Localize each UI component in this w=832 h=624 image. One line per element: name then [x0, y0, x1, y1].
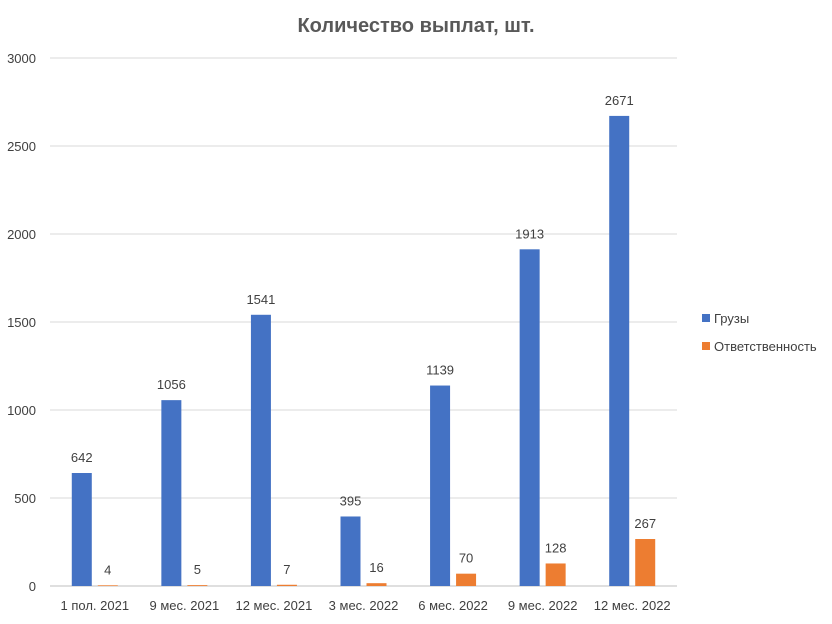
- bar-otvetstvennost: [635, 539, 656, 586]
- data-label: 7: [283, 562, 290, 577]
- bar-gruzy: [519, 249, 540, 586]
- legend-swatch: [702, 342, 710, 350]
- y-tick-label: 500: [14, 491, 36, 506]
- y-tick-label: 1500: [7, 315, 36, 330]
- x-tick-label: 6 мес. 2022: [418, 598, 488, 613]
- data-label: 16: [369, 560, 383, 575]
- bar-otvetstvennost: [545, 563, 566, 586]
- y-tick-label: 1000: [7, 403, 36, 418]
- y-tick-label: 2000: [7, 227, 36, 242]
- data-label: 128: [545, 540, 567, 555]
- data-labels: 642 4 1056 5 1541 7 395 16 1139 70 1913 128 2671 267: [71, 93, 656, 577]
- bar-otvetstvennost: [276, 584, 297, 586]
- x-tick-label: 9 мес. 2022: [508, 598, 578, 613]
- y-tick-label: 2500: [7, 139, 36, 154]
- bar-gruzy: [250, 314, 271, 586]
- bar-gruzy: [609, 115, 630, 587]
- x-tick-label: 12 мес. 2021: [235, 598, 312, 613]
- data-label: 395: [340, 493, 362, 508]
- bar-otvetstvennost: [97, 585, 118, 586]
- data-label: 5: [194, 562, 201, 577]
- data-label: 2671: [605, 93, 634, 108]
- x-axis: 1 пол. 2021 9 мес. 2021 12 мес. 2021 3 мес.…: [61, 598, 671, 613]
- bar-otvetstvennost: [187, 585, 208, 586]
- legend-swatch: [702, 314, 710, 322]
- y-axis: 0 500 1000 1500 2000 2500 3000: [7, 51, 36, 594]
- x-tick-label: 1 пол. 2021: [61, 598, 130, 613]
- x-tick-label: 9 мес. 2021: [150, 598, 220, 613]
- data-label: 1541: [246, 292, 275, 307]
- data-label: 1056: [157, 377, 186, 392]
- data-label: 642: [71, 450, 93, 465]
- bar-gruzy: [161, 400, 182, 586]
- bar-gruzy: [71, 473, 92, 586]
- data-label: 70: [459, 551, 473, 566]
- y-tick-label: 0: [29, 579, 36, 594]
- bar-otvetstvennost: [456, 573, 477, 586]
- legend-label: Ответственность: [714, 339, 817, 354]
- y-tick-label: 3000: [7, 51, 36, 66]
- data-label: 4: [104, 562, 111, 577]
- legend-label: Грузы: [714, 311, 749, 326]
- bars: [71, 115, 656, 587]
- data-label: 1913: [515, 226, 544, 241]
- x-tick-label: 12 мес. 2022: [594, 598, 671, 613]
- bar-otvetstvennost: [366, 583, 387, 586]
- gridlines: [50, 57, 677, 587]
- data-label: 267: [634, 516, 656, 531]
- x-tick-label: 3 мес. 2022: [329, 598, 399, 613]
- bar-gruzy: [430, 385, 451, 586]
- chart-title: Количество выплат, шт.: [297, 15, 534, 37]
- data-label: 1139: [426, 363, 454, 378]
- legend: Грузы Ответственность: [702, 311, 817, 354]
- bar-gruzy: [340, 516, 361, 586]
